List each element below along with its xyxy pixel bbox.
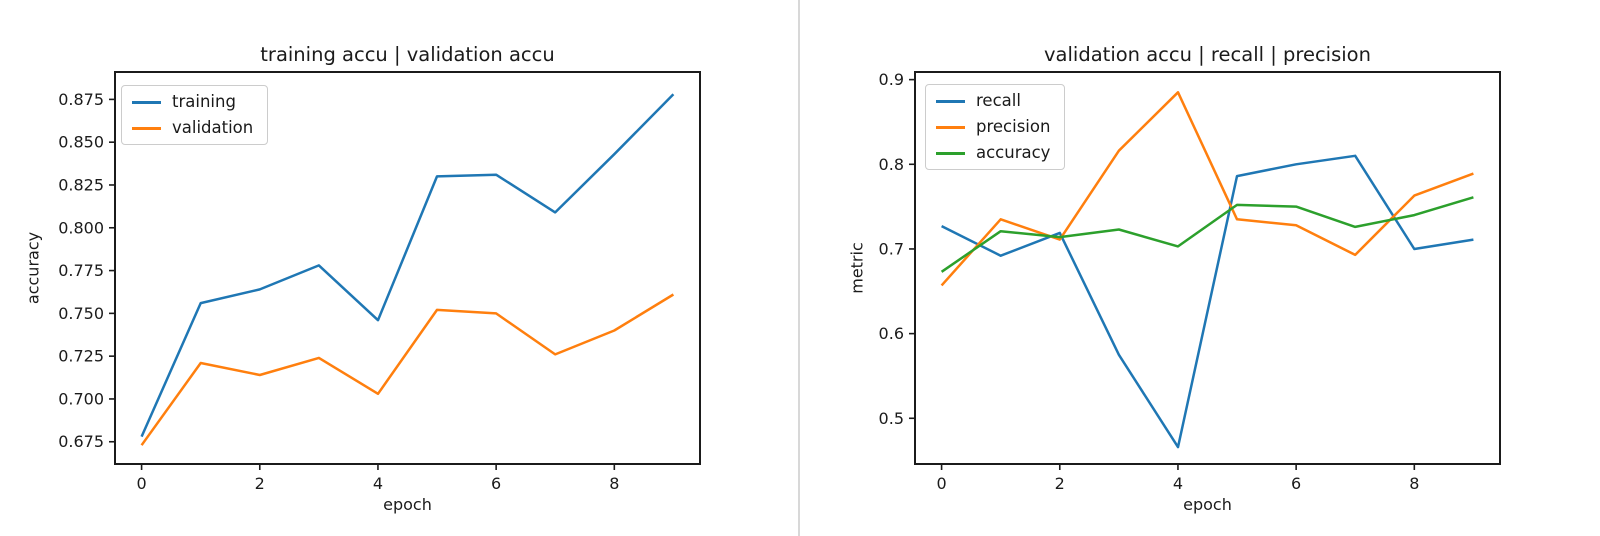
x-tick-label: 2 (255, 474, 265, 493)
series-line-recall (941, 154, 1474, 449)
panel-divider (798, 0, 800, 536)
right-chart-legend: recall precision accuracy (925, 84, 1066, 170)
plot-frame (914, 71, 1501, 465)
legend-label: accuracy (976, 143, 1051, 162)
right-chart-plot-area: 0 2 4 6 8 0.5 0.6 0.7 0.8 0.9 (879, 70, 1501, 493)
legend-label: recall (976, 91, 1021, 110)
series-line-training (140, 93, 675, 438)
x-tick-label: 6 (1291, 474, 1301, 493)
x-tick-label: 0 (936, 474, 946, 493)
y-tick-label: 0.6 (879, 324, 904, 343)
legend-line-swatch (936, 125, 965, 129)
legend-line-swatch (936, 99, 965, 103)
y-tick-label: 0.825 (58, 175, 104, 194)
y-tick-label: 0.750 (58, 304, 104, 323)
y-tick-label: 0.9 (879, 70, 904, 89)
x-tick-label: 4 (373, 474, 383, 493)
x-tick-label: 0 (136, 474, 146, 493)
y-tick-label: 0.850 (58, 133, 104, 152)
y-tick-label: 0.875 (58, 90, 104, 109)
series-line-validation (140, 293, 675, 446)
y-tick-label: 0.675 (58, 432, 104, 451)
plot-frame (114, 71, 701, 465)
right-chart-xlabel: epoch (1183, 495, 1232, 514)
y-tick-label: 0.7 (879, 239, 904, 258)
series-line-accuracy (940, 196, 1474, 273)
legend-line-swatch (132, 126, 161, 130)
y-tick-label: 0.800 (58, 218, 104, 237)
left-chart-title: training accu | validation accu (260, 43, 555, 66)
legend-item-training: training (132, 89, 253, 115)
left-chart-xlabel: epoch (383, 495, 432, 514)
left-chart-panel: training accu | validation accu accuracy… (0, 0, 798, 536)
legend-item-validation: validation (132, 115, 253, 141)
y-tick-label: 0.775 (58, 261, 104, 280)
legend-label: training (172, 92, 236, 111)
y-tick-label: 0.725 (58, 347, 104, 366)
right-chart-title: validation accu | recall | precision (1044, 43, 1371, 66)
y-tick-label: 0.8 (879, 155, 904, 174)
x-tick-label: 2 (1055, 474, 1065, 493)
left-chart-plot-area: 0 2 4 6 8 0.675 0.700 0.725 0.750 0.775 0.800 0.825… (58, 71, 701, 493)
legend-label: precision (976, 117, 1051, 136)
x-tick-label: 6 (491, 474, 501, 493)
y-tick-label: 0.5 (879, 409, 904, 428)
x-tick-label: 8 (609, 474, 619, 493)
legend-line-swatch (936, 151, 965, 155)
series-line-precision (940, 91, 1474, 287)
legend-line-swatch (132, 100, 161, 104)
x-tick-label: 8 (1409, 474, 1419, 493)
legend-item-recall: recall (936, 88, 1050, 114)
legend-item-accuracy: accuracy (936, 140, 1050, 166)
x-tick-label: 4 (1173, 474, 1183, 493)
legend-label: validation (172, 118, 254, 137)
left-chart-legend: training validation (121, 85, 269, 145)
right-chart-panel: validation accu | recall | precision met… (800, 0, 1600, 536)
legend-item-precision: precision (936, 114, 1050, 140)
y-tick-label: 0.700 (58, 389, 104, 408)
